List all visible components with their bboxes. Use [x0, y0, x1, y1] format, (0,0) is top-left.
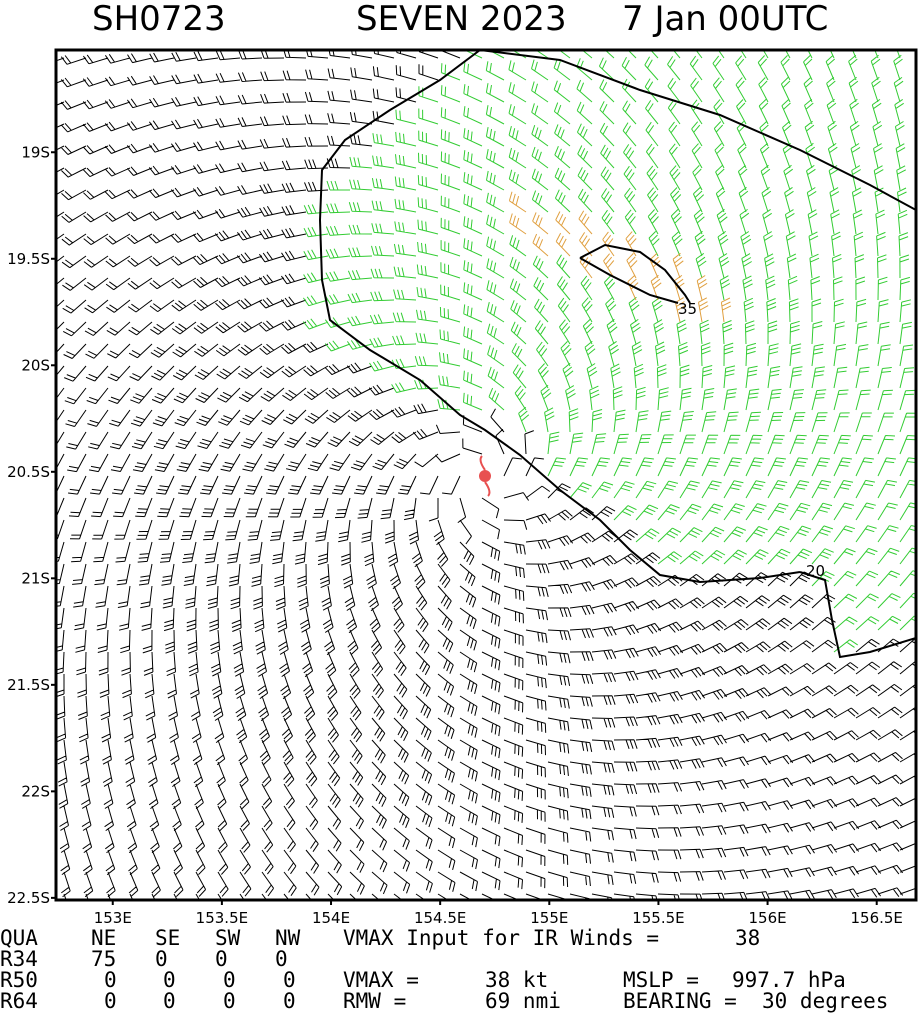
- table-cell: 0: [215, 947, 228, 971]
- y-tick-label: 22S: [21, 782, 50, 800]
- axes: 19S 19.5S 20S 20.5S 21S 21.5S 22S 22.5S 153E 153.…: [7, 143, 903, 927]
- info-table: QUA NE SE SW NW VMAX Input for IR Winds = 38 R3…: [0, 926, 888, 1013]
- table-cell: 38 kt: [485, 968, 548, 992]
- contour-line: [318, 50, 801, 584]
- barb-group: [56, 50, 916, 900]
- table-cell: MSLP =: [623, 968, 699, 992]
- x-tick-label: 154E: [312, 909, 350, 927]
- y-tick-label: 19.5S: [7, 250, 50, 268]
- x-tick-label: 156.5E: [850, 909, 902, 927]
- table-cell: 69 nmi: [485, 989, 561, 1013]
- table-cell: 997.7 hPa: [732, 968, 846, 992]
- storm-center: [479, 455, 491, 497]
- x-tick-label: 155.5E: [632, 909, 684, 927]
- table-cell: 0: [163, 968, 176, 992]
- table-cell: 0: [283, 968, 296, 992]
- table-cell: R34: [0, 947, 38, 971]
- table-cell: VMAX Input for IR Winds =: [343, 926, 659, 950]
- table-cell: 0: [155, 947, 168, 971]
- contour-label: 20: [806, 562, 825, 580]
- table-cell: R50: [0, 968, 38, 992]
- contour-line: [799, 571, 916, 659]
- table-cell: 38: [735, 926, 760, 950]
- table-cell: 0: [223, 989, 236, 1013]
- plot-frame: [54, 48, 918, 902]
- table-cell: RMW =: [343, 989, 406, 1013]
- table-cell: NE: [91, 926, 116, 950]
- y-tick-label: 21S: [21, 569, 50, 587]
- y-tick-label: 19S: [21, 143, 50, 161]
- x-tick-label: 155E: [530, 909, 568, 927]
- table-cell: SW: [215, 926, 241, 950]
- x-tick-label: 153.5E: [196, 909, 248, 927]
- y-tick-label: 21.5S: [7, 676, 50, 694]
- table-cell: 0: [163, 989, 176, 1013]
- table-cell: 0: [283, 989, 296, 1013]
- storm-id: SH0723: [92, 0, 226, 39]
- table-cell: 0: [275, 947, 288, 971]
- table-cell: 0: [104, 989, 117, 1013]
- table-cell: 30 degrees: [762, 989, 888, 1013]
- x-tick-label: 153E: [94, 909, 132, 927]
- barb-group: [302, 50, 916, 653]
- y-tick-label: 22.5S: [7, 889, 50, 907]
- y-tick-label: 20S: [21, 356, 50, 374]
- contours: [318, 50, 916, 659]
- contour-line: [579, 243, 691, 304]
- table-cell: R64: [0, 989, 38, 1013]
- wind-barbs: [56, 50, 916, 900]
- analysis-time: 7 Jan 00UTC: [622, 0, 828, 39]
- y-tick-label: 20.5S: [7, 463, 50, 481]
- x-tick-label: 154.5E: [414, 909, 466, 927]
- table-cell: 0: [104, 968, 117, 992]
- contour-label: 35: [678, 300, 697, 318]
- table-cell: QUA: [0, 926, 38, 950]
- table-cell: VMAX =: [343, 968, 419, 992]
- table-cell: NW: [275, 926, 301, 950]
- table-cell: SE: [155, 926, 180, 950]
- storm-name: SEVEN 2023: [356, 0, 567, 39]
- contour-line: [479, 50, 916, 211]
- table-cell: BEARING =: [623, 989, 737, 1013]
- table-cell: 0: [223, 968, 236, 992]
- x-tick-label: 156E: [749, 909, 787, 927]
- barb-group: [508, 191, 732, 323]
- table-cell: 75: [91, 947, 116, 971]
